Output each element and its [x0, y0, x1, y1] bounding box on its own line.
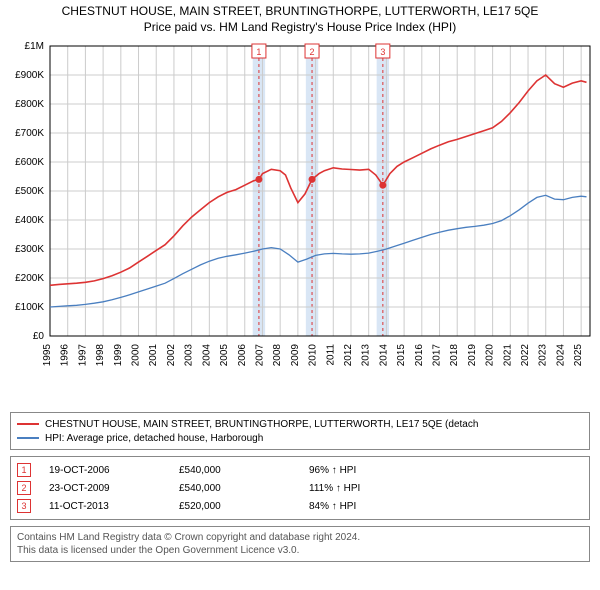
sale-row: 3 11-OCT-2013£520,00084% ↑ HPI [17, 497, 583, 515]
svg-text:£700K: £700K [15, 128, 44, 139]
svg-text:1996: 1996 [60, 344, 71, 367]
svg-text:2021: 2021 [502, 344, 513, 367]
sale-hpi: 96% ↑ HPI [309, 465, 583, 476]
svg-text:1998: 1998 [95, 344, 106, 367]
svg-text:£200K: £200K [15, 273, 44, 284]
svg-text:2016: 2016 [414, 344, 425, 367]
svg-text:2022: 2022 [520, 344, 531, 367]
svg-text:2008: 2008 [272, 344, 283, 367]
svg-text:£400K: £400K [15, 215, 44, 226]
sale-price: £540,000 [179, 483, 309, 494]
svg-text:2025: 2025 [573, 344, 584, 367]
svg-text:£0: £0 [33, 331, 45, 342]
svg-text:2023: 2023 [538, 344, 549, 367]
sale-marker: 2 [17, 481, 31, 495]
legend-item: HPI: Average price, detached house, Harb… [17, 431, 583, 445]
svg-text:2024: 2024 [555, 344, 566, 367]
svg-text:2015: 2015 [396, 344, 407, 367]
line-chart: £0 £100K £200K £300K £400K £500K £600K £700K £80… [0, 36, 600, 406]
sale-hpi: 111% ↑ HPI [309, 483, 583, 494]
svg-text:2006: 2006 [237, 344, 248, 367]
sale-row: 1 19-OCT-2006£540,00096% ↑ HPI [17, 461, 583, 479]
legend-label: CHESTNUT HOUSE, MAIN STREET, BRUNTINGTHO… [45, 419, 478, 430]
svg-text:2019: 2019 [467, 344, 478, 367]
attribution: Contains HM Land Registry data © Crown c… [10, 526, 590, 562]
svg-text:2007: 2007 [254, 344, 265, 367]
svg-text:1999: 1999 [113, 344, 124, 367]
svg-text:£600K: £600K [15, 157, 44, 168]
svg-text:£800K: £800K [15, 99, 44, 110]
sales-table: 1 19-OCT-2006£540,00096% ↑ HPI 2 23-OCT-200… [10, 456, 590, 520]
svg-text:1997: 1997 [77, 344, 88, 367]
sale-marker: 3 [17, 499, 31, 513]
svg-text:2012: 2012 [343, 344, 354, 367]
svg-text:2018: 2018 [449, 344, 460, 367]
svg-text:1: 1 [256, 47, 261, 57]
legend-swatch [17, 423, 39, 425]
svg-text:2020: 2020 [485, 344, 496, 367]
legend-swatch [17, 437, 39, 439]
svg-text:2002: 2002 [166, 344, 177, 367]
sale-date: 11-OCT-2013 [49, 501, 179, 512]
svg-text:£1M: £1M [25, 41, 44, 52]
svg-text:2005: 2005 [219, 344, 230, 367]
svg-text:£100K: £100K [15, 302, 44, 313]
svg-text:2004: 2004 [201, 344, 212, 367]
svg-text:2011: 2011 [325, 344, 336, 366]
svg-text:£500K: £500K [15, 186, 44, 197]
legend-item: CHESTNUT HOUSE, MAIN STREET, BRUNTINGTHO… [17, 417, 583, 431]
sale-marker: 1 [17, 463, 31, 477]
svg-text:2010: 2010 [308, 344, 319, 367]
title-block: CHESTNUT HOUSE, MAIN STREET, BRUNTINGTHO… [0, 0, 600, 36]
svg-text:2017: 2017 [432, 344, 443, 367]
svg-text:2001: 2001 [148, 344, 159, 367]
svg-text:£300K: £300K [15, 244, 44, 255]
sale-hpi: 84% ↑ HPI [309, 501, 583, 512]
chart-container: CHESTNUT HOUSE, MAIN STREET, BRUNTINGTHO… [0, 0, 600, 590]
attribution-line-1: Contains HM Land Registry data © Crown c… [17, 531, 583, 544]
svg-text:2013: 2013 [361, 344, 372, 367]
legend-label: HPI: Average price, detached house, Harb… [45, 433, 263, 444]
svg-text:2000: 2000 [131, 344, 142, 367]
svg-text:2014: 2014 [378, 344, 389, 367]
sale-row: 2 23-OCT-2009£540,000111% ↑ HPI [17, 479, 583, 497]
sale-price: £540,000 [179, 465, 309, 476]
sale-date: 23-OCT-2009 [49, 483, 179, 494]
attribution-line-2: This data is licensed under the Open Gov… [17, 544, 583, 557]
sale-price: £520,000 [179, 501, 309, 512]
chart-area: £0 £100K £200K £300K £400K £500K £600K £700K £80… [0, 36, 600, 406]
svg-text:2: 2 [310, 47, 315, 57]
sale-date: 19-OCT-2006 [49, 465, 179, 476]
svg-text:2003: 2003 [184, 344, 195, 367]
svg-text:3: 3 [380, 47, 385, 57]
svg-text:2009: 2009 [290, 344, 301, 367]
title-line-1: CHESTNUT HOUSE, MAIN STREET, BRUNTINGTHO… [8, 4, 592, 18]
legend: CHESTNUT HOUSE, MAIN STREET, BRUNTINGTHO… [10, 412, 590, 450]
title-line-2: Price paid vs. HM Land Registry's House … [8, 20, 592, 34]
svg-text:1995: 1995 [42, 344, 53, 367]
svg-text:£900K: £900K [15, 70, 44, 81]
